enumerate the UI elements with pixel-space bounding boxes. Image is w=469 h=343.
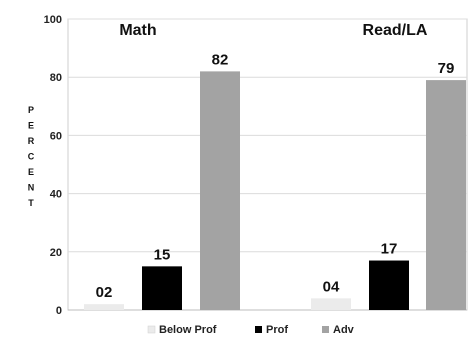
legend-swatch <box>147 325 156 334</box>
data-label: 17 <box>381 241 398 258</box>
category-label: Read/LA <box>363 22 428 39</box>
data-label: 04 <box>323 278 340 295</box>
legend-label: Adv <box>333 324 355 336</box>
y-axis-label-letter: T <box>28 198 34 208</box>
data-labels: 02 15 82 04 17 79 <box>96 51 455 301</box>
data-label: 79 <box>438 60 455 77</box>
legend-swatch <box>255 326 262 333</box>
bar-below-prof <box>84 304 124 310</box>
data-label: 02 <box>96 284 113 301</box>
data-label: 15 <box>154 246 171 263</box>
grid-lines <box>68 18 467 311</box>
y-axis-label-letter: C <box>28 152 35 162</box>
bar-prof <box>369 260 409 310</box>
bar-adv <box>200 71 240 310</box>
y-axis-label-letter: R <box>28 136 35 146</box>
y-tick-label: 20 <box>50 247 62 259</box>
data-label: 82 <box>212 51 229 68</box>
y-axis-label-letter: N <box>28 183 35 193</box>
y-axis-ticks: 0 20 40 60 80 100 <box>44 14 62 317</box>
y-axis-label-letter: P <box>28 105 34 115</box>
category-label: Math <box>119 22 156 39</box>
y-tick-label: 100 <box>44 14 62 26</box>
bar-prof <box>142 266 182 310</box>
category-labels: Math Read/LA <box>119 22 428 39</box>
y-axis-label-letter: E <box>28 121 34 131</box>
y-tick-label: 60 <box>50 130 62 142</box>
bars <box>84 71 466 310</box>
legend-label: Prof <box>266 324 288 336</box>
y-tick-label: 40 <box>50 189 62 201</box>
y-axis-label-letter: E <box>28 167 34 177</box>
bar-below-prof <box>311 298 351 310</box>
legend-label: Below Prof <box>159 324 217 336</box>
legend-swatch <box>322 326 329 333</box>
legend: Below Prof Prof Adv <box>147 324 355 336</box>
y-tick-label: 80 <box>50 72 62 84</box>
bar-adv <box>426 80 466 310</box>
y-tick-label: 0 <box>56 305 62 317</box>
